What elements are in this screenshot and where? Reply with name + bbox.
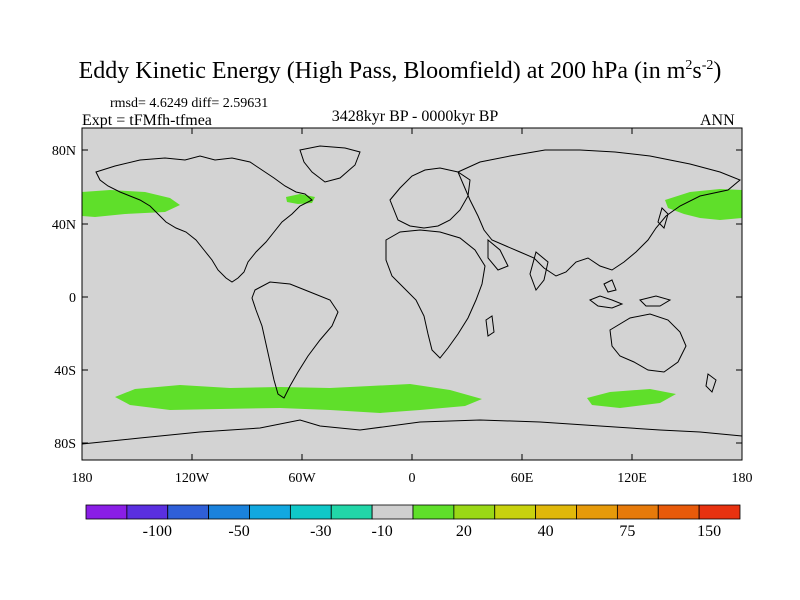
colorbar-swatch bbox=[576, 504, 618, 520]
lat-label: 0 bbox=[69, 291, 76, 306]
lon-label: 0 bbox=[409, 471, 416, 486]
colorbar-swatch bbox=[208, 504, 250, 520]
lon-label: 180 bbox=[72, 471, 93, 486]
colorbar-swatch bbox=[330, 504, 373, 520]
coastline-greenland bbox=[299, 145, 361, 183]
colorbar-swatch bbox=[453, 504, 496, 520]
colorbar-label: 20 bbox=[456, 523, 472, 540]
colorbar-swatch bbox=[85, 504, 128, 520]
coastline-australia bbox=[609, 313, 687, 373]
colorbar: -100 -50 -30 -10 20 40 75 150 bbox=[85, 504, 741, 540]
coastline-arabia bbox=[487, 238, 509, 271]
colorbar-label: 40 bbox=[538, 523, 554, 540]
period-label: 3428kyr BP - 0000kyr BP bbox=[331, 108, 499, 125]
colorbar-swatch bbox=[371, 504, 414, 520]
coastline-indonesia bbox=[588, 295, 624, 309]
coastline-madagascar bbox=[485, 315, 495, 337]
anomaly-region bbox=[115, 384, 482, 413]
anomaly-regions bbox=[82, 189, 742, 413]
lat-label: 80N bbox=[52, 144, 76, 159]
coastline-new-zealand bbox=[705, 373, 717, 393]
colorbar-swatch bbox=[698, 504, 741, 520]
latitude-axis: 80N 40N 0 40S 80S bbox=[52, 144, 742, 452]
season-label: ANN bbox=[700, 112, 735, 129]
coastline-japan bbox=[657, 207, 669, 229]
coastline-africa bbox=[385, 229, 486, 359]
coastline-india bbox=[529, 251, 549, 291]
coastline-borneo bbox=[603, 279, 617, 293]
lat-label: 40S bbox=[54, 364, 76, 379]
coastline-new-guinea bbox=[639, 295, 672, 307]
lat-label: 80S bbox=[54, 437, 76, 452]
colorbar-swatch bbox=[657, 504, 700, 520]
lon-label: 60W bbox=[288, 471, 316, 486]
colorbar-swatch bbox=[167, 504, 210, 520]
anomaly-region bbox=[665, 189, 742, 220]
lon-label: 120W bbox=[175, 471, 210, 486]
coastline-antarctica bbox=[81, 419, 743, 445]
longitude-axis: 180 120W 60W 0 60E 120E 180 bbox=[72, 128, 753, 486]
colorbar-swatch bbox=[494, 504, 537, 520]
coastline-north-america bbox=[95, 155, 313, 283]
colorbar-swatch bbox=[535, 504, 577, 520]
anomaly-region bbox=[587, 389, 676, 408]
stats-text: rmsd= 4.6249 diff= 2.59631 bbox=[110, 96, 269, 111]
colorbar-label: 150 bbox=[697, 523, 721, 540]
colorbar-swatch bbox=[616, 504, 659, 520]
colorbar-label: 75 bbox=[619, 523, 635, 540]
colorbar-swatch bbox=[289, 504, 332, 520]
plot-title: Eddy Kinetic Energy (High Pass, Bloomfie… bbox=[78, 58, 722, 84]
coastline-asia bbox=[457, 149, 741, 277]
colorbar-label: -30 bbox=[310, 523, 331, 540]
colorbar-label: -10 bbox=[371, 523, 392, 540]
experiment-label: Expt = tFMfh-tfmea bbox=[82, 112, 212, 129]
colorbar-swatch bbox=[412, 504, 455, 520]
coastlines bbox=[81, 145, 743, 445]
colorbar-swatch bbox=[126, 504, 169, 520]
lon-label: 60E bbox=[511, 471, 534, 486]
colorbar-label: -100 bbox=[143, 523, 172, 540]
colorbar-label: -50 bbox=[228, 523, 249, 540]
lon-label: 180 bbox=[732, 471, 753, 486]
coastline-south-america bbox=[251, 281, 339, 399]
colorbar-swatch bbox=[249, 504, 291, 520]
lat-label: 40N bbox=[52, 218, 76, 233]
lon-label: 120E bbox=[617, 471, 647, 486]
anomaly-region bbox=[82, 190, 180, 217]
